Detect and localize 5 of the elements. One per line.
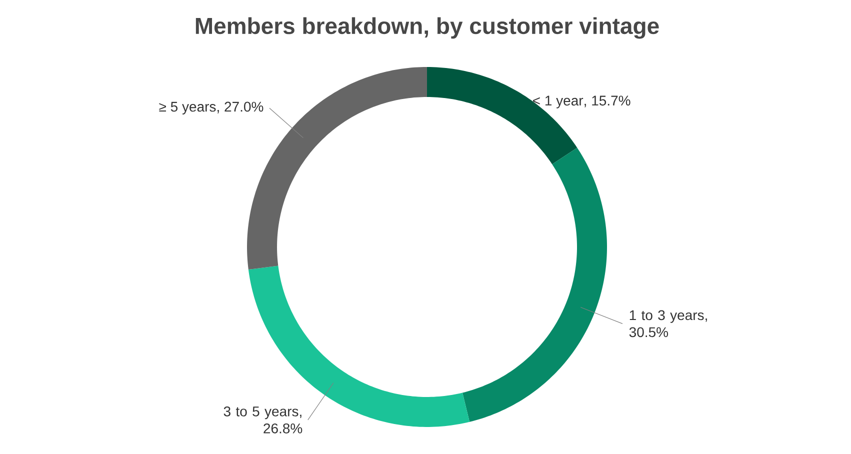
data-label: , 15.7% — [584, 96, 630, 108]
data-label: , 27.0% — [217, 102, 264, 114]
slice-label: < 1 year — [533, 96, 584, 108]
slice-label: ≥ 5 years — [159, 102, 216, 114]
chart-title: Members breakdown, by customer vintage — [196, 17, 659, 39]
